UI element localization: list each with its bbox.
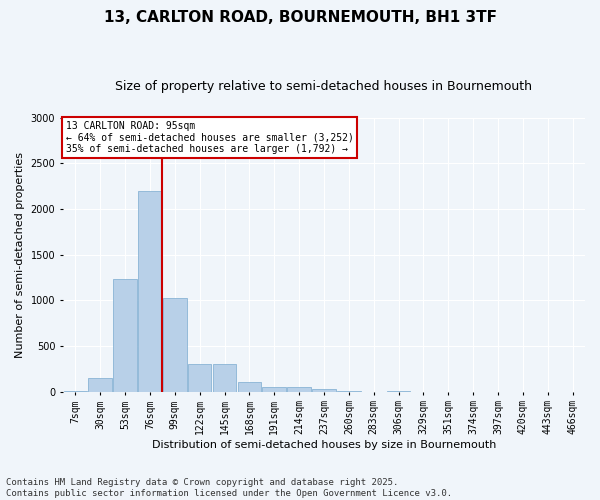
Bar	[88, 378, 112, 392]
Bar	[138, 191, 162, 392]
Text: 13, CARLTON ROAD, BOURNEMOUTH, BH1 3TF: 13, CARLTON ROAD, BOURNEMOUTH, BH1 3TF	[104, 10, 497, 25]
Bar	[337, 390, 361, 392]
Title: Size of property relative to semi-detached houses in Bournemouth: Size of property relative to semi-detach…	[115, 80, 532, 93]
Bar	[262, 386, 286, 392]
Bar	[238, 382, 261, 392]
Bar	[287, 387, 311, 392]
Bar	[64, 390, 87, 392]
Text: Contains HM Land Registry data © Crown copyright and database right 2025.
Contai: Contains HM Land Registry data © Crown c…	[6, 478, 452, 498]
Bar	[163, 298, 187, 392]
X-axis label: Distribution of semi-detached houses by size in Bournemouth: Distribution of semi-detached houses by …	[152, 440, 496, 450]
Bar	[188, 364, 211, 392]
Bar	[387, 390, 410, 392]
Bar	[113, 280, 137, 392]
Bar	[213, 364, 236, 392]
Text: 13 CARLTON ROAD: 95sqm
← 64% of semi-detached houses are smaller (3,252)
35% of : 13 CARLTON ROAD: 95sqm ← 64% of semi-det…	[65, 120, 353, 154]
Bar	[312, 389, 336, 392]
Y-axis label: Number of semi-detached properties: Number of semi-detached properties	[15, 152, 25, 358]
